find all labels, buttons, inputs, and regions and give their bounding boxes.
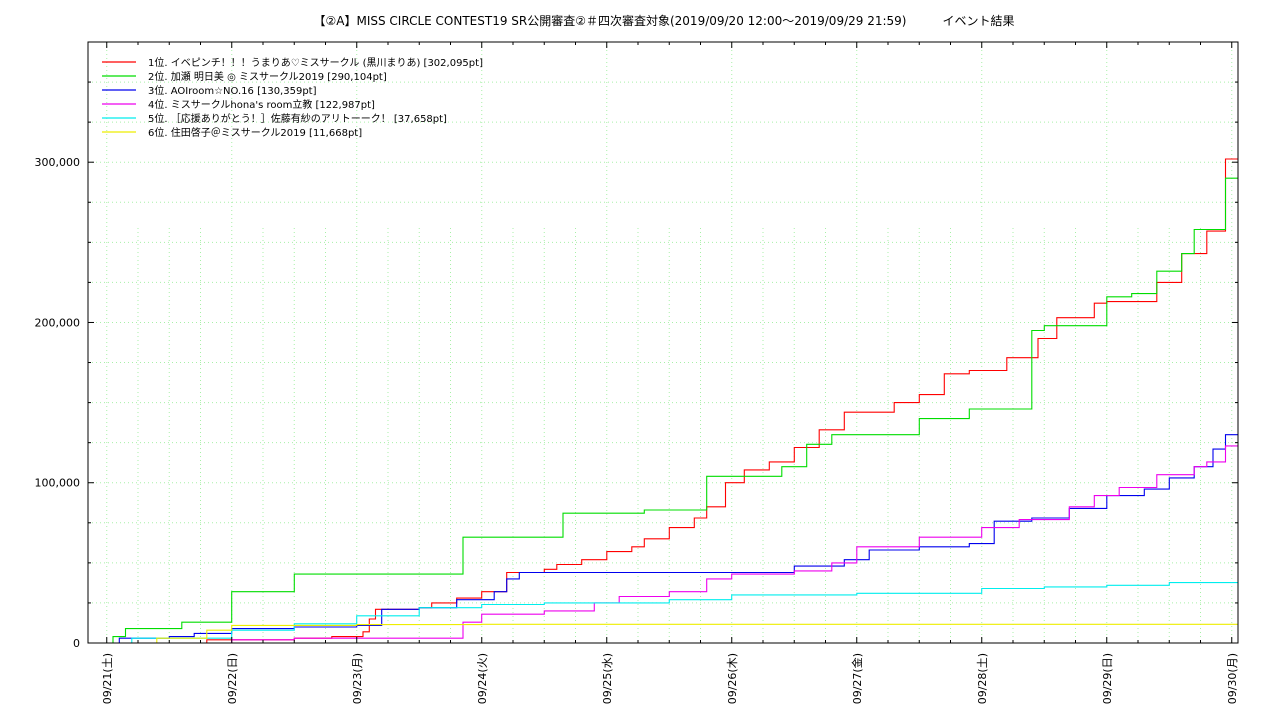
legend-label: 5位. ［応援ありがとう！］佐藤有紗のアリトーーク！ [37,658pt] (148, 112, 447, 125)
x-tick-label: 09/29(日) (1101, 653, 1114, 704)
plot-frame (87, 41, 1239, 644)
legend-label: 6位. 住田啓子＠ミスサークル2019 [11,668pt] (148, 126, 362, 139)
series-line-6 (91, 623, 1238, 644)
series-line-4 (91, 445, 1238, 644)
series-line-5 (91, 582, 1238, 644)
x-tick-label: 09/24(火) (476, 653, 489, 704)
legend: 1位. イベピンチ！！！うまりあ♡ミスサークル (黒川まりあ) [302,095… (102, 56, 483, 139)
x-tick-label: 09/27(金) (850, 653, 864, 704)
y-tick-label: 0 (73, 637, 80, 650)
x-tick-label: 09/28(土) (976, 653, 989, 704)
y-tick-label: 300,000 (35, 156, 81, 169)
x-tick-label: 09/25(水) (601, 653, 614, 704)
series-line-2 (91, 177, 1238, 644)
legend-label: 2位. 加瀬 明日美 ◎ ミスサークル2019 [290,104pt] (148, 70, 387, 83)
legend-label: 3位. AOIroom☆NO.16 [130,359pt] (148, 84, 317, 97)
chart-title: 【②A】MISS CIRCLE CONTEST19 SR公開審査②＃四次審査対象… (314, 13, 1015, 28)
legend-label: 1位. イベピンチ！！！うまりあ♡ミスサークル (黒川まりあ) [302,095… (148, 56, 483, 69)
y-tick-label: 100,000 (35, 477, 81, 490)
series-lines (91, 158, 1238, 644)
x-tick-label: 09/30(月) (1226, 653, 1239, 704)
x-tick-label: 09/22(日) (226, 653, 239, 704)
axes: 0 100,000 200,000 300,000 09/21(土) 09/22(日) 09… (35, 41, 1239, 704)
x-tick-label: 09/26(木) (726, 653, 739, 704)
y-tick-label: 200,000 (35, 316, 81, 329)
grid (88, 42, 1238, 643)
x-tick-label: 09/23(月) (351, 653, 364, 704)
series-line-1 (91, 158, 1238, 644)
legend-label: 4位. ミスサークルhona's room立教 [122,987pt] (148, 98, 375, 111)
x-tick-label: 09/21(土) (101, 653, 114, 704)
